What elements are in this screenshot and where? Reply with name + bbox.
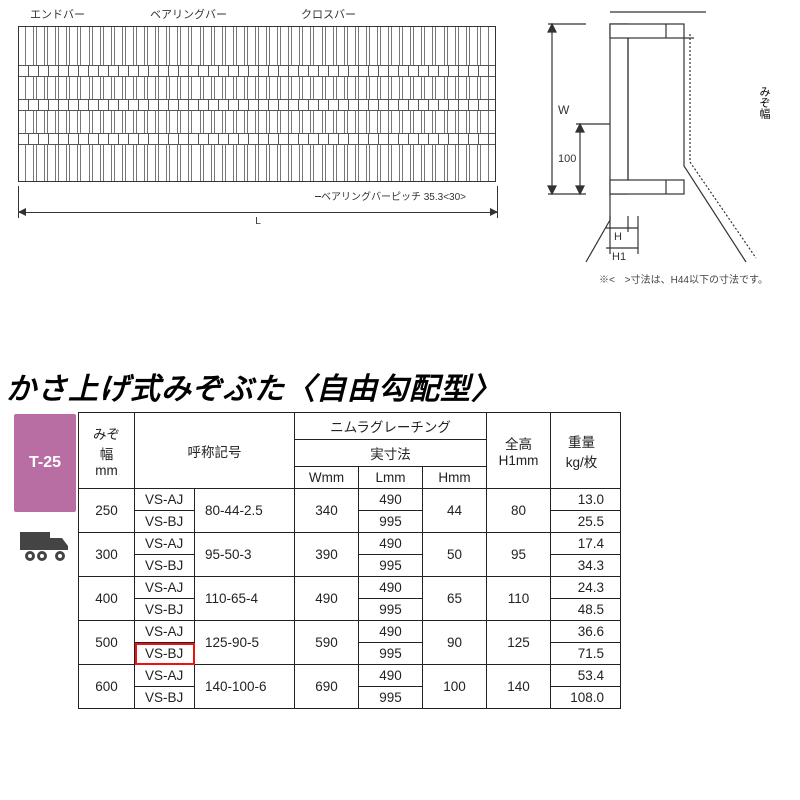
- cell-L-b: 995: [359, 643, 423, 665]
- cell-L-b: 995: [359, 555, 423, 577]
- cell-kg-a: 36.6: [551, 621, 621, 643]
- cell-H1: 110: [487, 577, 551, 621]
- cell-code-suffix: 110-65-4: [195, 577, 295, 621]
- cell-W: 490: [295, 577, 359, 621]
- grating-side-view: W 100 H H1 みぞ幅 ※< >寸法は、H44以下の寸法です。: [546, 6, 776, 286]
- side-note: ※< >寸法は、H44以下の寸法です。: [599, 271, 768, 286]
- cell-mizo: 600: [79, 665, 135, 709]
- cell-code-a: VS-AJ: [135, 577, 195, 599]
- section-title: かさ上げ式みぞぶた〈自由勾配型〉: [6, 364, 502, 408]
- cell-H1: 125: [487, 621, 551, 665]
- cell-code-b: VS-BJ: [135, 511, 195, 533]
- cell-L-b: 995: [359, 599, 423, 621]
- cell-code-a: VS-AJ: [135, 621, 195, 643]
- spec-table-wrap: T-25 みぞ幅 mm 呼称記号 ニムラグレーチング 全高 H1mm: [12, 412, 621, 709]
- table-row: 250VS-AJ80-44-2.5340490448013.0: [79, 489, 621, 511]
- hdr-nimura: ニムラグレーチング: [295, 413, 487, 440]
- cell-code-b: VS-BJ: [135, 555, 195, 577]
- hdr-H: Hmm: [423, 467, 487, 489]
- dim-H1: H1: [612, 251, 626, 263]
- grating-top-view: エンドバー ベアリングバー クロスバー ベアリングバーピッチ 35.3<30> …: [18, 6, 498, 244]
- side-svg: W 100 H H1: [546, 6, 776, 266]
- dim-100: 100: [558, 153, 576, 165]
- cell-code-suffix: 125-90-5: [195, 621, 295, 665]
- cell-L-b: 995: [359, 511, 423, 533]
- label-bearing-bar: ベアリングバー: [150, 6, 227, 22]
- load-class-badge: T-25: [14, 414, 76, 512]
- cell-W: 590: [295, 621, 359, 665]
- mizo-width-label: みぞ幅: [756, 86, 772, 119]
- load-class-badge-wrap: T-25: [12, 412, 78, 709]
- cell-L-b: 995: [359, 687, 423, 709]
- cell-kg-a: 17.4: [551, 533, 621, 555]
- table-row: 400VS-AJ110-65-44904906511024.3: [79, 577, 621, 599]
- cell-kg-b: 48.5: [551, 599, 621, 621]
- cell-code-b: VS-BJ: [135, 599, 195, 621]
- spec-table: みぞ幅 mm 呼称記号 ニムラグレーチング 全高 H1mm 重量 kg/枚 実寸…: [78, 412, 621, 709]
- cell-L-a: 490: [359, 665, 423, 687]
- cell-W: 390: [295, 533, 359, 577]
- cell-kg-a: 13.0: [551, 489, 621, 511]
- hdr-jissun: 実寸法: [295, 440, 487, 467]
- truck-icon: [18, 524, 72, 568]
- cell-L-a: 490: [359, 577, 423, 599]
- cell-H: 65: [423, 577, 487, 621]
- cell-mizo: 500: [79, 621, 135, 665]
- table-row: 600VS-AJ140-100-669049010014053.4: [79, 665, 621, 687]
- hdr-W: Wmm: [295, 467, 359, 489]
- cell-mizo: 300: [79, 533, 135, 577]
- hdr-H1: 全高 H1mm: [487, 413, 551, 489]
- cell-kg-b: 71.5: [551, 643, 621, 665]
- label-end-bar: エンドバー: [30, 6, 85, 22]
- cell-code-b: VS-BJ: [135, 643, 195, 665]
- table-row: 500VS-AJ125-90-55904909012536.6: [79, 621, 621, 643]
- cell-L-a: 490: [359, 489, 423, 511]
- hdr-code: 呼称記号: [135, 413, 295, 489]
- cell-H: 44: [423, 489, 487, 533]
- hdr-kg: 重量 kg/枚: [551, 413, 621, 489]
- cell-code-suffix: 95-50-3: [195, 533, 295, 577]
- cell-W: 690: [295, 665, 359, 709]
- cell-code-suffix: 140-100-6: [195, 665, 295, 709]
- cell-L-a: 490: [359, 533, 423, 555]
- cell-code-a: VS-AJ: [135, 533, 195, 555]
- label-cross-bar: クロスバー: [301, 6, 356, 22]
- cell-W: 340: [295, 489, 359, 533]
- table-head: みぞ幅 mm 呼称記号 ニムラグレーチング 全高 H1mm 重量 kg/枚 実寸…: [79, 413, 621, 489]
- cell-H1: 80: [487, 489, 551, 533]
- hdr-L: Lmm: [359, 467, 423, 489]
- dimension-bottom: ベアリングバーピッチ 35.3<30> L: [18, 186, 498, 244]
- cell-mizo: 400: [79, 577, 135, 621]
- cell-kg-b: 25.5: [551, 511, 621, 533]
- dim-H: H: [614, 231, 622, 243]
- cell-H1: 140: [487, 665, 551, 709]
- dim-W: W: [558, 103, 570, 117]
- pitch-label: ベアリングバーピッチ 35.3<30>: [321, 188, 466, 203]
- dim-L: L: [255, 216, 261, 227]
- cell-kg-b: 108.0: [551, 687, 621, 709]
- cell-kg-a: 24.3: [551, 577, 621, 599]
- cell-kg-a: 53.4: [551, 665, 621, 687]
- cell-code-b: VS-BJ: [135, 687, 195, 709]
- cell-H: 100: [423, 665, 487, 709]
- cell-code-suffix: 80-44-2.5: [195, 489, 295, 533]
- cell-H: 90: [423, 621, 487, 665]
- diagram-area: エンドバー ベアリングバー クロスバー ベアリングバーピッチ 35.3<30> …: [0, 0, 800, 320]
- cell-L-a: 490: [359, 621, 423, 643]
- cell-H: 50: [423, 533, 487, 577]
- cell-H1: 95: [487, 533, 551, 577]
- table-row: 300VS-AJ95-50-3390490509517.4: [79, 533, 621, 555]
- hdr-mizo: みぞ幅 mm: [79, 413, 135, 489]
- cell-code-a: VS-AJ: [135, 489, 195, 511]
- cell-code-a: VS-AJ: [135, 665, 195, 687]
- table-body: 250VS-AJ80-44-2.5340490448013.0VS-BJ9952…: [79, 489, 621, 709]
- grating-box: [18, 26, 496, 182]
- cell-kg-b: 34.3: [551, 555, 621, 577]
- diagram-labels: エンドバー ベアリングバー クロスバー: [18, 6, 498, 22]
- cell-mizo: 250: [79, 489, 135, 533]
